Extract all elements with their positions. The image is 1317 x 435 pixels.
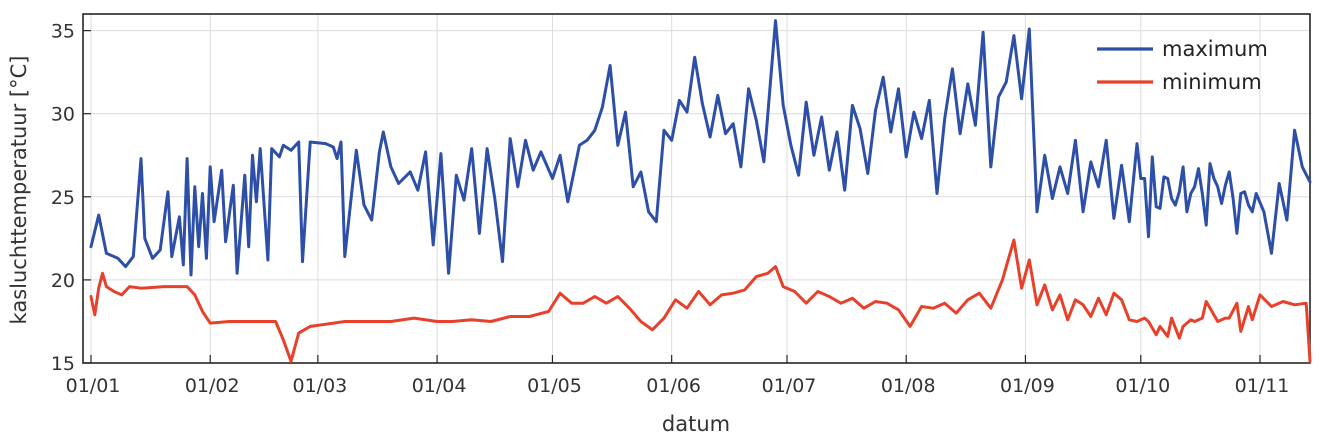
x-tick-label: 01/03 (292, 375, 347, 397)
x-tick-label: 01/05 (527, 375, 582, 397)
x-tick-label: 01/04 (412, 375, 467, 397)
x-tick-label: 01/10 (1115, 375, 1170, 397)
x-axis-ticks: 01/01 01/02 01/03 01/04 01/05 01/06 01/07 01/08… (66, 355, 1290, 397)
plot-frame (82, 13, 1311, 364)
y-axis-label: kasluchttemperatuur [°C] (7, 56, 31, 325)
x-tick-label: 01/11 (1235, 375, 1290, 397)
x-tick-label: 01/06 (646, 375, 701, 397)
y-tick-label: 15 (51, 353, 75, 375)
series-layer (89, 19, 1312, 363)
legend: maximum minimum (1097, 37, 1268, 94)
x-tick-label: 01/02 (185, 375, 240, 397)
x-tick-label: 01/09 (1000, 375, 1055, 397)
grid (83, 14, 1310, 363)
series-line-maximum (89, 19, 1312, 277)
x-axis-label: datum (662, 412, 730, 435)
legend-label-minimum: minimum (1162, 70, 1262, 94)
x-tick-label: 01/07 (762, 375, 817, 397)
x-tick-label: 01/01 (66, 375, 121, 397)
legend-label-maximum: maximum (1162, 37, 1268, 61)
y-tick-label: 30 (51, 104, 75, 126)
y-tick-label: 20 (51, 270, 75, 292)
y-tick-label: 35 (51, 21, 75, 43)
y-axis-ticks: 15 20 25 30 35 (51, 21, 91, 375)
x-tick-label: 01/08 (881, 375, 936, 397)
y-tick-label: 25 (51, 187, 75, 209)
series-line-minimum (89, 238, 1312, 363)
